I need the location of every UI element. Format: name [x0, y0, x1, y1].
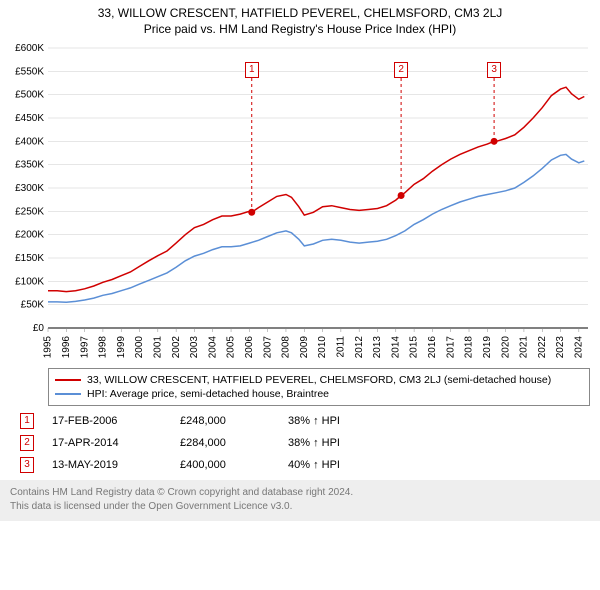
svg-text:1998: 1998	[98, 336, 109, 359]
svg-text:£100K: £100K	[15, 276, 44, 287]
svg-text:2009: 2009	[299, 336, 310, 359]
sale-marker-1: 1	[245, 62, 259, 78]
svg-text:2013: 2013	[372, 336, 383, 359]
legend-label: HPI: Average price, semi-detached house,…	[87, 387, 329, 401]
sale-price: £400,000	[180, 459, 270, 471]
svg-text:2007: 2007	[262, 336, 273, 359]
svg-text:£0: £0	[33, 323, 45, 334]
svg-text:2014: 2014	[390, 336, 401, 359]
sale-num: 1	[20, 413, 34, 429]
svg-text:2022: 2022	[537, 336, 548, 359]
chart-area: £0 £50K £100K £150K £200K £250K £300K £350K £400…	[0, 42, 600, 362]
sale-price: £284,000	[180, 437, 270, 449]
svg-text:2004: 2004	[207, 336, 218, 359]
sale-delta: 38% ↑ HPI	[288, 437, 590, 449]
sale-row: 3 13-MAY-2019 £400,000 40% ↑ HPI	[20, 454, 590, 476]
svg-text:£300K: £300K	[15, 183, 44, 194]
line-chart-svg: £0 £50K £100K £150K £200K £250K £300K £350K £400…	[0, 42, 600, 362]
sale-delta: 38% ↑ HPI	[288, 415, 590, 427]
sale-date: 17-APR-2014	[52, 437, 162, 449]
svg-text:2015: 2015	[409, 336, 420, 359]
sale-price: £248,000	[180, 415, 270, 427]
svg-text:£500K: £500K	[15, 90, 44, 101]
title-sub: Price paid vs. HM Land Registry's House …	[8, 22, 592, 36]
attribution-footer: Contains HM Land Registry data © Crown c…	[0, 480, 600, 521]
title-main: 33, WILLOW CRESCENT, HATFIELD PEVEREL, C…	[8, 6, 592, 20]
svg-text:2001: 2001	[152, 336, 163, 359]
svg-text:2008: 2008	[281, 336, 292, 359]
footer-line-1: Contains HM Land Registry data © Crown c…	[10, 486, 590, 500]
sale-marker-3: 3	[487, 62, 501, 78]
svg-text:£550K: £550K	[15, 66, 44, 77]
svg-text:£200K: £200K	[15, 230, 44, 241]
svg-text:1996: 1996	[61, 336, 72, 359]
svg-text:1995: 1995	[43, 336, 54, 359]
svg-text:£350K: £350K	[15, 160, 44, 171]
svg-text:2002: 2002	[171, 336, 182, 359]
sale-num: 2	[20, 435, 34, 451]
svg-text:1997: 1997	[79, 336, 90, 359]
legend-label: 33, WILLOW CRESCENT, HATFIELD PEVEREL, C…	[87, 373, 551, 387]
svg-text:2012: 2012	[354, 336, 365, 359]
sale-delta: 40% ↑ HPI	[288, 459, 590, 471]
svg-text:£450K: £450K	[15, 113, 44, 124]
sale-num: 3	[20, 457, 34, 473]
svg-text:2018: 2018	[464, 336, 475, 359]
svg-text:2011: 2011	[336, 336, 347, 358]
titles-block: 33, WILLOW CRESCENT, HATFIELD PEVEREL, C…	[0, 0, 600, 42]
svg-text:2024: 2024	[573, 336, 584, 359]
svg-text:£150K: £150K	[15, 253, 44, 264]
sale-row: 2 17-APR-2014 £284,000 38% ↑ HPI	[20, 432, 590, 454]
legend-item-0: 33, WILLOW CRESCENT, HATFIELD PEVEREL, C…	[55, 373, 583, 387]
legend-swatch	[55, 393, 81, 395]
svg-text:1999: 1999	[116, 336, 127, 359]
sales-table: 1 17-FEB-2006 £248,000 38% ↑ HPI 2 17-APR-201…	[20, 410, 590, 476]
footer-line-2: This data is licensed under the Open Gov…	[10, 500, 590, 514]
sale-marker-2: 2	[394, 62, 408, 78]
svg-text:2003: 2003	[189, 336, 200, 359]
svg-text:2019: 2019	[482, 336, 493, 359]
svg-text:2016: 2016	[427, 336, 438, 359]
svg-text:2020: 2020	[500, 336, 511, 359]
chart-container: 33, WILLOW CRESCENT, HATFIELD PEVEREL, C…	[0, 0, 600, 521]
legend-swatch	[55, 379, 81, 381]
svg-text:2010: 2010	[317, 336, 328, 359]
sale-date: 13-MAY-2019	[52, 459, 162, 471]
legend-item-1: HPI: Average price, semi-detached house,…	[55, 387, 583, 401]
svg-text:2005: 2005	[226, 336, 237, 359]
svg-text:2023: 2023	[555, 336, 566, 359]
svg-text:£600K: £600K	[15, 43, 44, 54]
svg-text:2021: 2021	[519, 336, 530, 359]
svg-text:2000: 2000	[134, 336, 145, 359]
svg-text:2006: 2006	[244, 336, 255, 359]
sale-row: 1 17-FEB-2006 £248,000 38% ↑ HPI	[20, 410, 590, 432]
series-legend: 33, WILLOW CRESCENT, HATFIELD PEVEREL, C…	[48, 368, 590, 406]
svg-text:£50K: £50K	[21, 300, 45, 311]
svg-text:£250K: £250K	[15, 206, 44, 217]
svg-text:£400K: £400K	[15, 136, 44, 147]
svg-text:2017: 2017	[445, 336, 456, 359]
sale-date: 17-FEB-2006	[52, 415, 162, 427]
